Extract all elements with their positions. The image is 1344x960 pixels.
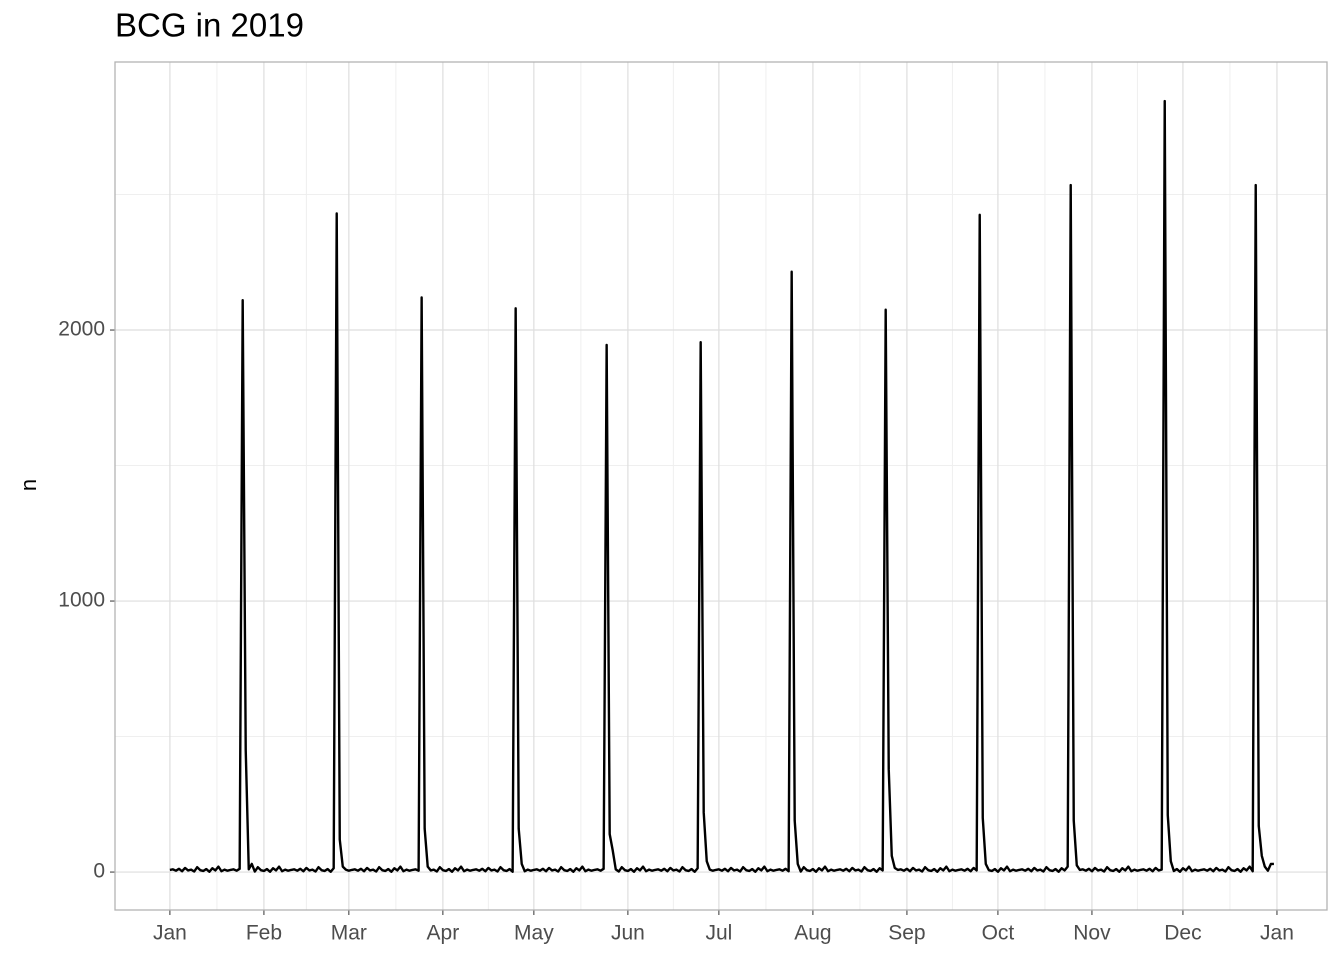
data-line	[169, 99, 1274, 873]
y-tick-label: 0	[93, 860, 105, 883]
x-tick-label: Jun	[611, 922, 645, 945]
x-tick-label: Jul	[705, 922, 732, 945]
x-tick-label: Jan	[1260, 922, 1294, 945]
x-tick-label: May	[514, 922, 554, 945]
chart-title: BCG in 2019	[115, 7, 304, 44]
x-tick-label: Nov	[1073, 922, 1111, 945]
y-tick-label: 2000	[58, 318, 105, 341]
x-tick-label: Feb	[246, 922, 282, 945]
x-tick-label: Apr	[427, 922, 460, 945]
x-tick-label: Mar	[331, 922, 367, 945]
x-tick-label: Sep	[888, 922, 925, 945]
x-tick-label: Dec	[1164, 922, 1201, 945]
x-tick-label: Aug	[794, 922, 831, 945]
x-tick-label: Oct	[982, 922, 1015, 945]
y-axis-label: n	[16, 479, 41, 491]
y-tick-label: 1000	[58, 589, 105, 612]
panel-border	[114, 61, 1328, 911]
x-tick-label: Jan	[153, 922, 187, 945]
